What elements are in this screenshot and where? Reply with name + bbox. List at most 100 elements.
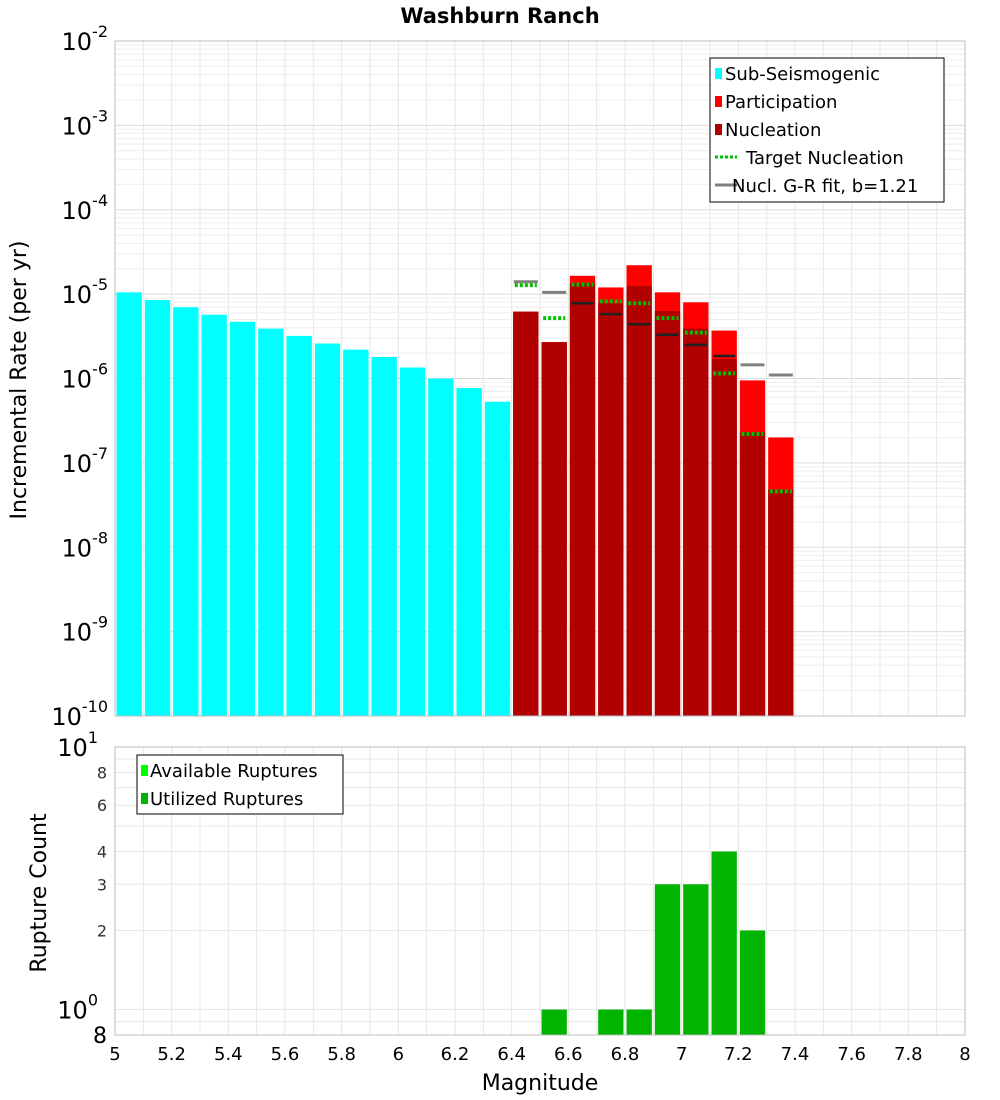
x-tick-label: 7.4 <box>781 1044 810 1065</box>
sub-seismogenic-bar <box>314 343 341 716</box>
x-tick-label: 6.6 <box>554 1044 583 1065</box>
tick-base: 10 <box>62 281 93 309</box>
utilized-ruptures-bar <box>683 884 709 1035</box>
tick-base: 10 <box>62 28 93 56</box>
x-tick-label: 6.4 <box>497 1044 526 1065</box>
chart-title: Washburn Ranch <box>400 4 599 28</box>
tick-exponent: -6 <box>92 360 108 379</box>
nucleation-bar <box>541 342 567 716</box>
legend-participation-label: Participation <box>725 92 837 113</box>
x-tick-label: 7 <box>676 1044 687 1065</box>
x-tick-label: 5.4 <box>214 1044 243 1065</box>
utilized-ruptures-bar <box>739 930 766 1035</box>
tick-base: 10 <box>62 112 93 140</box>
bottom-y-minor-tick-label: 3 <box>97 875 107 894</box>
legend-gr-fit-label: Nucl. G-R fit, b=1.21 <box>732 176 918 197</box>
sub-seismogenic-bar <box>258 328 284 716</box>
sub-seismogenic-bar <box>484 401 511 716</box>
sub-seismogenic-bar <box>343 349 369 716</box>
nucleation-bar <box>654 311 681 716</box>
x-tick-label: 7.2 <box>724 1044 753 1065</box>
bottom-legend-label: Available Ruptures <box>150 761 318 782</box>
nucleation-bar <box>739 432 766 716</box>
nucleation-bar <box>569 283 596 716</box>
tick-exponent: -3 <box>92 106 108 125</box>
tick-base: 10 <box>57 734 88 762</box>
sub-seismogenic-bar <box>229 321 256 716</box>
bars-layer <box>116 265 794 1035</box>
nucleation-bar <box>683 328 709 716</box>
x-tick-label: 5.2 <box>157 1044 186 1065</box>
tick-exponent: -7 <box>92 444 108 463</box>
bottom-y-major-tick-label: 100 <box>57 991 98 1025</box>
x-tick-label: 6.2 <box>441 1044 470 1065</box>
top-y-tick-label: 10-3 <box>62 106 109 140</box>
top-y-tick-label: 10-2 <box>62 22 109 56</box>
sub-seismogenic-bar <box>173 307 199 716</box>
ticks-layer: 10-210-310-410-510-610-710-810-910-10101… <box>51 22 970 1065</box>
top-y-tick-label: 10-7 <box>62 444 109 478</box>
x-tick-label: 7.6 <box>837 1044 866 1065</box>
tick-base: 10 <box>62 197 93 225</box>
bottom-legend-label: Utilized Ruptures <box>150 789 303 810</box>
nucleation-bar <box>768 489 794 716</box>
bottom-plot-frame <box>114 746 966 1036</box>
tick-exponent: -4 <box>92 191 108 210</box>
tick-exponent: 0 <box>88 991 98 1010</box>
bottom-y-minor-tick-label: 8 <box>97 763 107 782</box>
sub-seismogenic-bar <box>201 314 227 716</box>
top-y-tick-label: 10-6 <box>62 360 109 394</box>
nucleation-bar <box>626 285 652 716</box>
bottom-y-major-tick-label: 101 <box>57 728 98 762</box>
utilized-ruptures-bar <box>541 1009 567 1035</box>
tick-exponent: -8 <box>92 528 108 547</box>
x-tick-label: 7.8 <box>894 1044 923 1065</box>
legend-target-nucleation-label: Target Nucleation <box>745 148 904 169</box>
top-y-tick-label: 10-5 <box>62 275 109 309</box>
bottom-y-minor-tick-label: 8 <box>93 1024 107 1049</box>
sub-seismogenic-bar <box>428 378 454 716</box>
bottom-y-minor-tick-label: 2 <box>97 922 107 941</box>
top-y-tick-label: 10-9 <box>62 613 109 647</box>
tick-base: 10 <box>51 703 82 731</box>
x-tick-label: 8 <box>959 1044 970 1065</box>
utilized-ruptures-bar <box>598 1009 624 1035</box>
top-y-tick-label: 10-8 <box>62 528 109 562</box>
bottom-y-minor-tick-label: 6 <box>97 796 107 815</box>
sub-seismogenic-bar <box>144 300 171 716</box>
x-tick-label: 5 <box>109 1044 120 1065</box>
legend-nucleation-swatch <box>715 124 722 135</box>
utilized-ruptures-bar <box>626 1009 652 1035</box>
nucleation-bar <box>711 359 737 716</box>
bottom-y-minor-tick-label: 4 <box>97 842 107 861</box>
sub-seismogenic-bar <box>371 356 397 716</box>
utilized-ruptures-bar <box>711 851 737 1035</box>
bottom-y-axis-label: Rupture Count <box>27 813 52 973</box>
bottom-legend-box <box>136 754 344 815</box>
top-plot-frame <box>114 40 966 717</box>
legend-sub-seismogenic-swatch <box>715 68 722 79</box>
x-axis-label: Magnitude <box>482 1071 599 1096</box>
top-y-tick-label: 10-10 <box>51 697 108 731</box>
legend-participation-swatch <box>715 96 722 107</box>
tick-exponent: -5 <box>92 275 108 294</box>
legend-nucleation-label: Nucleation <box>725 120 821 141</box>
x-tick-label: 5.6 <box>271 1044 300 1065</box>
legend-layer: Sub-Seismogenic Participation Nucleation Ta… <box>136 57 945 815</box>
top-y-tick-label: 10-4 <box>62 191 109 225</box>
top-legend-box <box>709 57 945 203</box>
nucleation-bar <box>513 311 539 716</box>
tick-base: 10 <box>57 997 88 1025</box>
sub-seismogenic-bar <box>456 388 482 716</box>
legend-sub-seismogenic-label: Sub-Seismogenic <box>725 64 880 85</box>
x-tick-label: 5.8 <box>327 1044 356 1065</box>
tick-base: 10 <box>62 619 93 647</box>
bottom-legend-swatch <box>141 793 148 804</box>
tick-base: 10 <box>62 534 93 562</box>
tick-exponent: -10 <box>82 697 108 716</box>
grid-layer <box>114 41 966 1036</box>
tick-exponent: -2 <box>92 22 108 41</box>
sub-seismogenic-bar <box>399 367 426 716</box>
sub-seismogenic-bar <box>116 292 142 716</box>
